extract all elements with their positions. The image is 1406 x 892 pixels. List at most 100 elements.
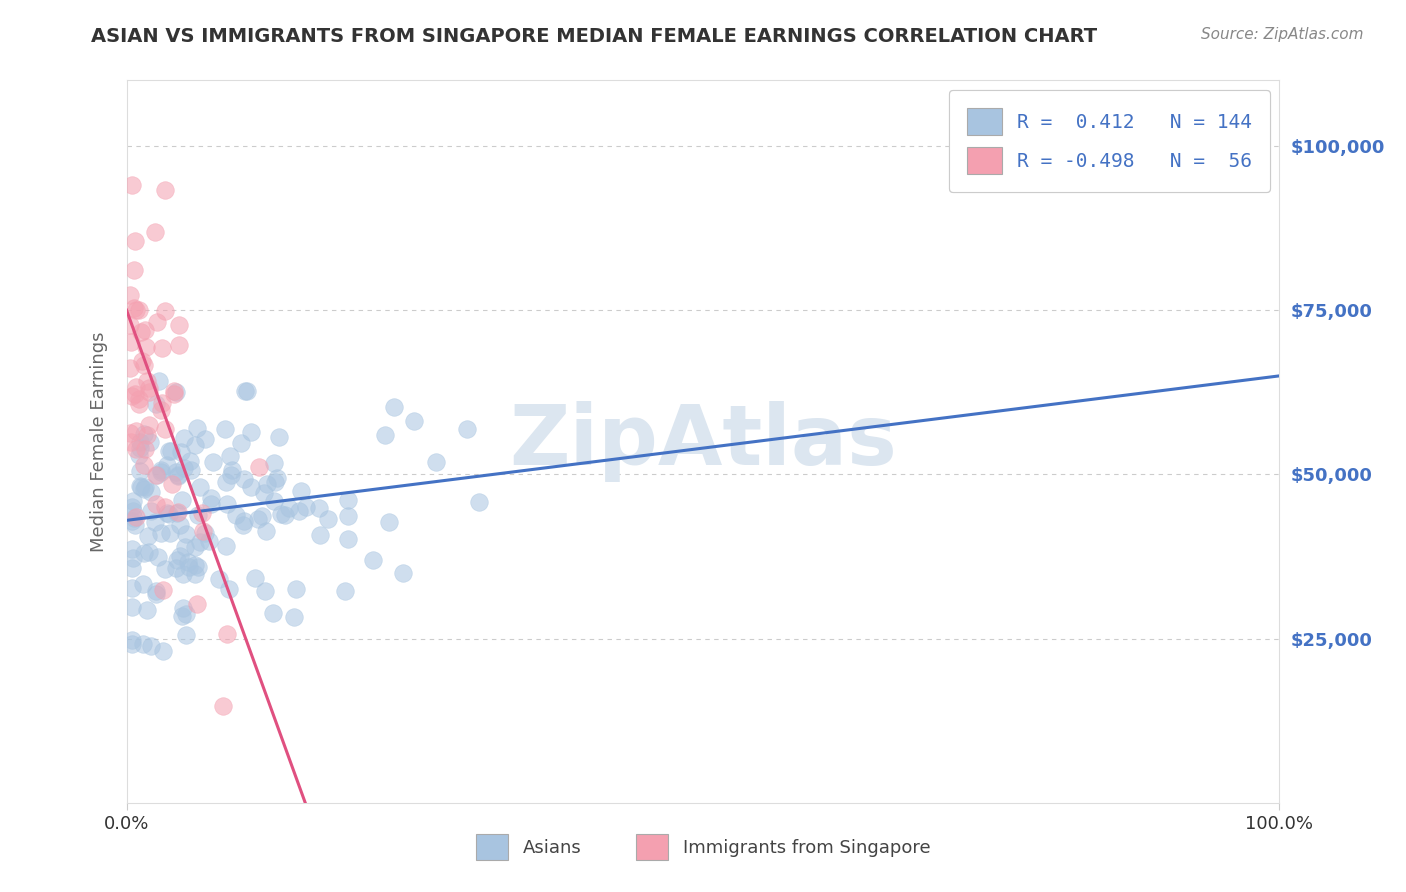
Point [157, 507, 180, 521]
Point [143, 225, 166, 239]
Point [201, 455, 224, 469]
Point [173, 540, 195, 554]
Point [217, 627, 239, 641]
Point [467, 495, 489, 509]
Point [165, 384, 187, 399]
Point [166, 553, 188, 567]
Point [128, 479, 150, 493]
Point [146, 315, 169, 329]
Point [374, 427, 396, 442]
Point [124, 235, 146, 249]
Point [152, 396, 174, 410]
Point [253, 486, 276, 500]
Point [290, 483, 312, 498]
Point [121, 561, 143, 575]
Point [167, 468, 190, 483]
Point [121, 389, 143, 403]
Point [308, 528, 330, 542]
Point [215, 539, 238, 553]
Point [121, 599, 143, 614]
Point [247, 512, 270, 526]
Point [221, 463, 243, 477]
Point [125, 424, 148, 438]
Point [402, 414, 425, 428]
Point [132, 483, 155, 497]
Point [153, 500, 176, 514]
Point [122, 504, 145, 518]
Point [250, 509, 273, 524]
Point [138, 385, 160, 400]
Point [145, 467, 167, 482]
Point [187, 508, 209, 522]
Point [128, 434, 150, 449]
Point [219, 449, 242, 463]
Point [166, 506, 188, 520]
Point [159, 444, 181, 458]
Point [267, 430, 290, 444]
Point [169, 517, 191, 532]
Point [120, 334, 142, 349]
Point [132, 359, 155, 373]
Point [122, 551, 145, 566]
Point [128, 464, 150, 478]
Point [198, 534, 221, 549]
Point [120, 434, 142, 449]
Point [240, 425, 263, 439]
Point [263, 493, 285, 508]
Point [378, 515, 401, 529]
Point [333, 584, 356, 599]
Point [153, 183, 176, 197]
Y-axis label: Median Female Earnings: Median Female Earnings [90, 331, 108, 552]
Point [136, 428, 159, 442]
Point [208, 572, 231, 586]
Point [262, 606, 284, 620]
Point [179, 454, 201, 468]
Point [174, 526, 197, 541]
Point [136, 529, 159, 543]
Point [125, 442, 148, 457]
Point [186, 421, 208, 435]
Point [148, 374, 170, 388]
Point [166, 468, 188, 483]
Point [149, 466, 172, 480]
Point [145, 584, 167, 599]
Point [150, 463, 173, 477]
Point [121, 494, 143, 508]
Point [128, 392, 150, 407]
Point [139, 639, 162, 653]
Point [150, 402, 173, 417]
Point [135, 375, 157, 389]
Point [214, 422, 236, 436]
Point [316, 512, 339, 526]
Point [124, 301, 146, 315]
Point [125, 510, 148, 524]
Point [254, 584, 277, 599]
Point [295, 500, 318, 514]
Point [145, 515, 167, 529]
Point [124, 387, 146, 401]
Legend: Asians, Immigrants from Singapore: Asians, Immigrants from Singapore [461, 820, 945, 874]
Point [254, 524, 277, 538]
Point [243, 571, 266, 585]
Point [135, 340, 157, 354]
Point [194, 526, 217, 541]
Point [187, 560, 209, 574]
Point [128, 397, 150, 411]
Point [217, 497, 239, 511]
Point [163, 384, 186, 398]
Point [172, 608, 194, 623]
Point [124, 518, 146, 533]
Point [155, 422, 177, 436]
Point [121, 514, 143, 528]
Point [145, 587, 167, 601]
Point [138, 381, 160, 395]
Point [232, 514, 254, 528]
Point [425, 455, 447, 469]
Point [165, 561, 187, 575]
Point [118, 426, 141, 441]
Point [247, 460, 270, 475]
Point [128, 303, 150, 318]
Point [146, 549, 169, 564]
Point [200, 497, 222, 511]
Point [176, 607, 198, 621]
